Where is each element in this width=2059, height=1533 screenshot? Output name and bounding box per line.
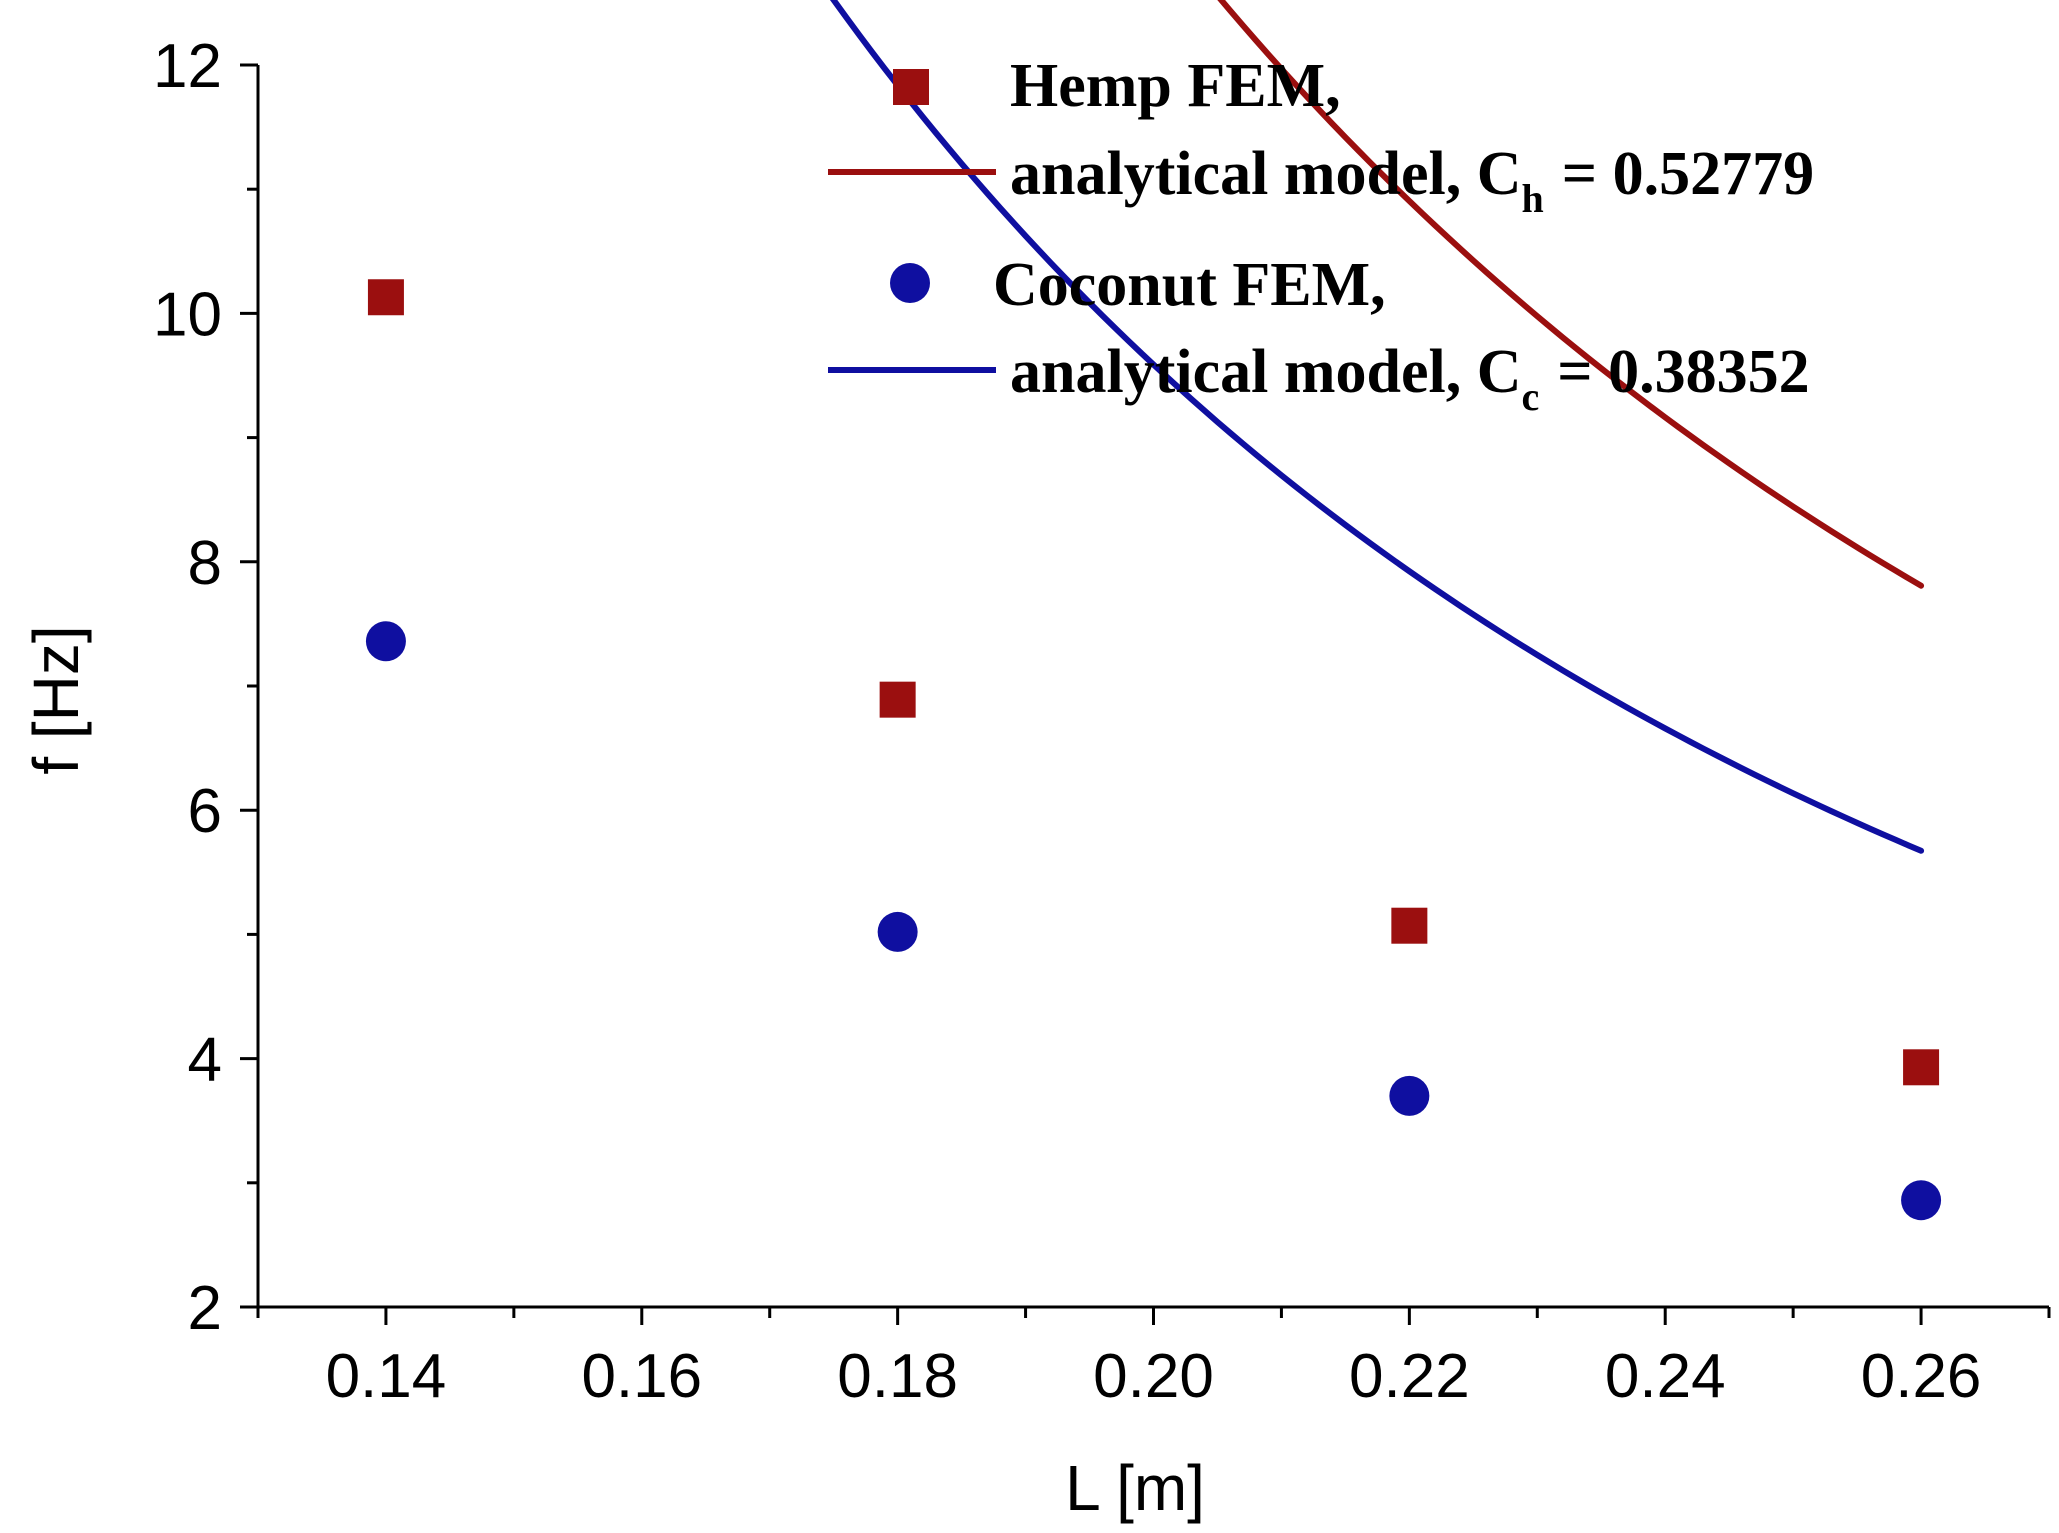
coconut-fem-point <box>1389 1075 1430 1116</box>
curve-layer <box>829 0 1925 854</box>
y-tick-label: 6 <box>188 777 222 846</box>
x-tick-label: 0.14 <box>326 1342 447 1411</box>
x-tick-label: 0.18 <box>837 1342 958 1411</box>
coconut-fem-point <box>365 621 406 662</box>
legend-hemp-model-label: analytical model, Ch = 0.52779 <box>1010 140 1814 221</box>
legend: Hemp FEM, analytical model, Ch = 0.52779 … <box>828 52 1814 419</box>
legend-hemp-fem-label: Hemp FEM, <box>1010 52 1341 120</box>
legend-hemp-model-name: analytical model, C <box>1010 140 1521 208</box>
x-tick-label: 0.16 <box>581 1342 702 1411</box>
y-tick-label: 8 <box>188 529 222 598</box>
legend-hemp-model-constant: = 0.52779 <box>1562 140 1814 208</box>
legend-hemp-model-subscript: h <box>1521 176 1543 221</box>
y-tick-label: 10 <box>153 280 222 349</box>
coconut-fem-point <box>1901 1180 1942 1221</box>
legend-coconut-model-constant: = 0.38352 <box>1557 338 1809 406</box>
x-tick-label: 0.24 <box>1605 1342 1726 1411</box>
hemp-fem-point <box>1903 1049 1940 1086</box>
y-tick-label: 12 <box>153 32 222 101</box>
y-axis-title: f [Hz] <box>20 625 92 774</box>
legend-coconut-model-name: analytical model, C <box>1010 338 1521 406</box>
analytical-curve-c <box>829 0 1925 854</box>
legend-coconut-marker <box>890 263 930 303</box>
marker-layer <box>365 279 1942 1221</box>
legend-coconut-model-subscript: c <box>1521 374 1539 419</box>
legend-coconut-fem-label: Coconut FEM, <box>993 251 1386 319</box>
hemp-fem-point <box>879 681 916 718</box>
legend-hemp-marker <box>893 69 929 105</box>
hemp-fem-point <box>1391 907 1428 944</box>
y-tick-label: 2 <box>188 1274 222 1343</box>
x-tick-label: 0.26 <box>1861 1342 1982 1411</box>
y-tick-label: 4 <box>188 1026 222 1095</box>
analytical-curve-h <box>1217 0 1925 589</box>
coconut-fem-point <box>877 911 918 952</box>
x-tick-label: 0.22 <box>1349 1342 1470 1411</box>
hemp-fem-point <box>367 279 404 316</box>
x-tick-label: 0.20 <box>1093 1342 1214 1411</box>
axis-layer: 0.14 0.16 0.18 0.20 0.22 0.24 0.26 2 4 6 8 10 12 <box>153 32 2051 1411</box>
x-axis-title: L [m] <box>1065 1452 1205 1524</box>
legend-coconut-model-label: analytical model, Cc = 0.38352 <box>1010 338 1810 419</box>
